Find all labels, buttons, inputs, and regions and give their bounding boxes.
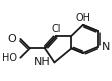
Text: N: N — [102, 42, 110, 52]
Text: O: O — [7, 34, 16, 44]
Text: NH: NH — [34, 57, 51, 67]
Text: HO: HO — [2, 53, 17, 63]
Text: OH: OH — [75, 13, 90, 23]
Text: Cl: Cl — [52, 24, 61, 34]
